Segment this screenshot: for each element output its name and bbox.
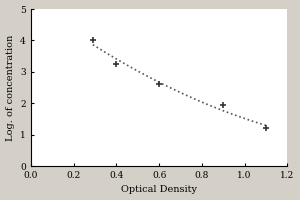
X-axis label: Optical Density: Optical Density bbox=[121, 185, 197, 194]
Y-axis label: Log. of concentration: Log. of concentration bbox=[6, 34, 15, 141]
